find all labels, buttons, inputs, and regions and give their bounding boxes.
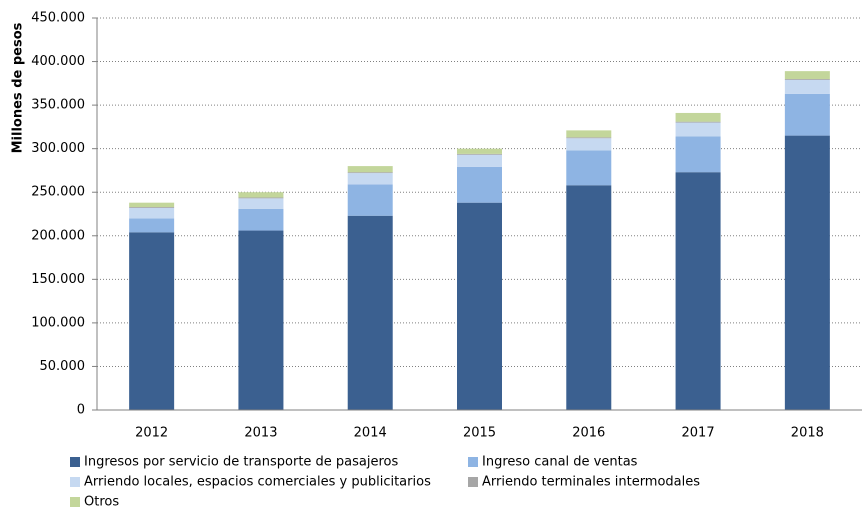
y-tick-label: 50.000 — [40, 359, 86, 374]
bar-segment — [566, 137, 612, 139]
x-tick-label: 2016 — [572, 426, 605, 441]
bar-segment — [784, 79, 830, 94]
y-tick-label: 100.000 — [31, 315, 85, 330]
bar-segment — [675, 136, 721, 173]
bar-segment — [566, 138, 612, 151]
legend-label: Otros — [84, 495, 119, 508]
bar-segment — [457, 154, 502, 167]
bar-segment — [347, 184, 393, 216]
bar-segment — [675, 121, 721, 123]
bar-segment — [784, 78, 830, 80]
legend-swatch — [70, 497, 80, 507]
y-tick-label: 200.000 — [31, 228, 85, 243]
legend-label: Arriendo locales, espacios comerciales y… — [84, 475, 431, 490]
bar-segment — [675, 172, 721, 410]
bar-segment — [129, 207, 175, 208]
x-tick-label: 2014 — [354, 426, 387, 441]
legend-swatch — [70, 457, 80, 467]
y-tick-label: 350.000 — [31, 98, 85, 113]
bar-segment — [238, 192, 284, 198]
legend-label: Ingresos por servicio de transporte de p… — [84, 455, 399, 470]
x-tick-label: 2018 — [791, 426, 824, 441]
bar-segment — [784, 135, 830, 410]
bar-segment — [238, 198, 284, 209]
y-axis-label: Millones de pesos — [11, 22, 26, 153]
x-tick-label: 2017 — [682, 426, 715, 441]
bar-segment — [784, 93, 830, 136]
bar-segment — [457, 148, 502, 154]
bar-segment — [238, 197, 284, 199]
x-tick-label: 2013 — [244, 426, 277, 441]
bar-segment — [566, 185, 612, 410]
y-tick-label: 300.000 — [31, 141, 85, 156]
legend-label: Arriendo terminales intermodales — [482, 475, 700, 490]
legend-swatch — [468, 477, 478, 487]
bar-segment — [129, 202, 175, 208]
bar-segment — [347, 166, 393, 173]
bar-segment — [129, 232, 175, 410]
bar-segment — [566, 130, 612, 138]
bar-segment — [129, 218, 175, 233]
bar-segment — [566, 150, 612, 186]
bar-segment — [347, 173, 393, 185]
x-tick-label: 2015 — [463, 426, 496, 441]
x-tick-label: 2012 — [135, 426, 168, 441]
y-tick-label: 0 — [77, 403, 85, 418]
bar-segment — [238, 208, 284, 231]
bar-segment — [238, 230, 284, 410]
bar-segment — [457, 153, 502, 155]
bar-segment — [675, 122, 721, 137]
bar-segment — [457, 202, 502, 410]
legend-swatch — [468, 457, 478, 467]
bar-segment — [347, 215, 393, 410]
y-tick-label: 450.000 — [31, 11, 85, 26]
legend-swatch — [70, 477, 80, 487]
bar-segment — [347, 172, 393, 174]
legend-label: Ingreso canal de ventas — [482, 455, 638, 470]
bar-segment — [457, 166, 502, 203]
y-tick-label: 250.000 — [31, 185, 85, 200]
bar-segment — [675, 112, 721, 122]
bar-segment — [784, 71, 830, 79]
bar-segment — [129, 207, 175, 219]
y-tick-label: 150.000 — [31, 272, 85, 287]
y-tick-label: 400.000 — [31, 54, 85, 69]
